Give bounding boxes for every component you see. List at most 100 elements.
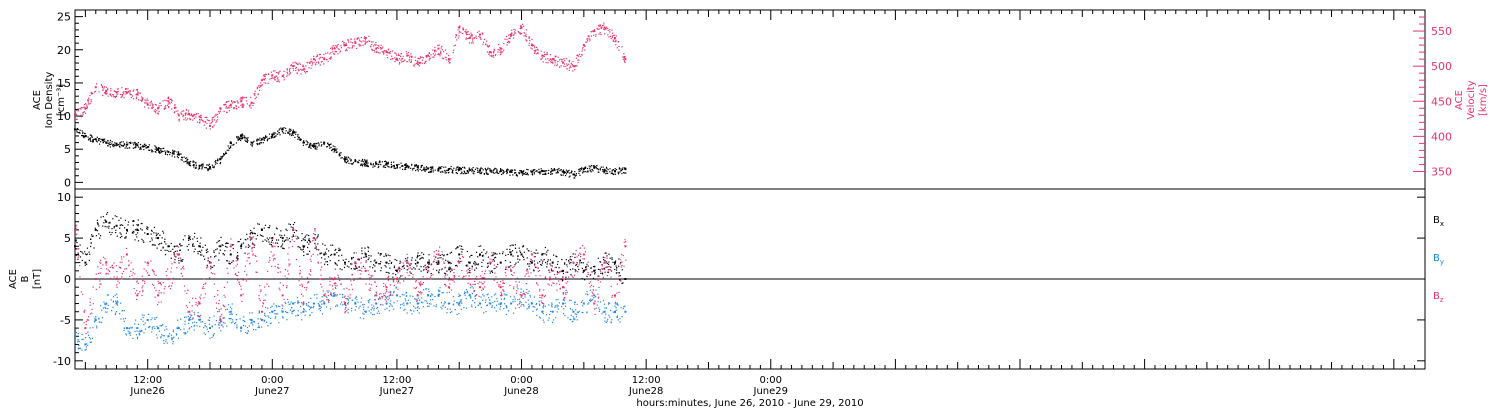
velocity-dot [361,41,363,43]
bx-dot [277,246,279,248]
density-dot [463,166,466,168]
velocity-dot [386,51,388,53]
velocity-dot [205,127,207,129]
by-dot [519,300,521,302]
density-dot [620,169,623,171]
density-dot [276,130,279,132]
bz-dot [122,270,125,273]
by-dot [129,326,131,329]
density-dot [299,139,301,141]
date-tick-label: June27 [379,386,415,397]
bz-dot [157,304,159,306]
velocity-dot [189,114,191,116]
density-point [136,144,139,147]
density-dot [390,163,392,166]
by-dot [228,311,230,313]
bx-dot [352,256,355,259]
velocity-dot [365,42,367,44]
by-dot [270,317,272,319]
by-dot [377,310,380,312]
bx-dot [421,252,423,254]
by-dot [192,322,194,324]
bx-dot [514,247,517,249]
velocity-dot [563,65,565,67]
bz-dot [75,227,77,229]
by-dot [84,336,87,339]
by-dot [607,318,609,320]
velocity-dot [135,96,138,98]
velocity-dot [551,59,553,61]
density-dot [213,165,215,167]
by-dot [184,332,187,334]
velocity-dot [213,116,215,118]
bx-dot [569,268,572,271]
bx-dot [541,262,544,264]
velocity-dot [596,27,598,29]
velocity-dot [146,98,148,100]
density-dot [384,166,387,169]
velocity-dot [242,103,244,105]
velocity-dot [294,61,296,63]
bx-dot [216,242,218,244]
density-dot [482,169,484,171]
by-dot [251,321,253,323]
bx-dot [225,242,228,244]
by-dot [464,294,466,296]
bz-dot [130,262,132,264]
bx-dot [122,224,124,226]
bx-dot [250,232,252,234]
density-dot [154,148,156,150]
velocity-dot [259,84,261,87]
density-dot [344,160,346,162]
bz-dot [137,282,139,284]
bx-points [74,211,627,285]
by-dot [154,318,156,321]
bx-dot [615,267,618,269]
by-dot [403,294,405,296]
velocity-dot [212,125,214,128]
bx-dot [335,263,337,265]
bx-dot [459,245,461,247]
density-dot [230,142,232,144]
by-dot [463,307,465,309]
by-dot [78,340,80,343]
density-dot [503,171,505,173]
bx-dot [602,256,604,258]
velocity-dot [378,45,380,47]
by-dot [605,307,608,309]
bz-dot [89,304,91,306]
by-dot [140,329,143,331]
density-dot [297,138,299,140]
by-dot [616,315,619,317]
velocity-dot [554,64,556,66]
bz-dot [99,283,101,285]
velocity-dot [100,84,103,86]
velocity-dot [379,47,382,49]
by-point [406,302,409,305]
velocity-dot [254,90,256,92]
velocity-ylabel-line2: Velocity [1466,80,1477,119]
density-dot [622,169,624,171]
by-dot [488,302,490,304]
density-dot [557,168,559,171]
velocity-dot [437,44,439,47]
velocity-dot [377,52,380,54]
by-dot [297,314,300,317]
density-dot [445,172,447,174]
by-dot [225,309,227,311]
by-dot [459,294,462,297]
velocity-point [593,30,596,33]
velocity-dot [499,46,501,49]
velocity-dot [523,32,525,34]
bx-dot [548,269,550,271]
by-dot [570,299,572,302]
velocity-dot [441,45,443,48]
by-dot [135,319,137,321]
bz-dot [168,286,170,288]
velocity-dot [339,51,341,53]
by-dot [443,303,445,305]
density-point [489,169,492,172]
by-dot [273,310,275,312]
bz-dot [98,286,101,288]
bx-dot [416,257,418,259]
